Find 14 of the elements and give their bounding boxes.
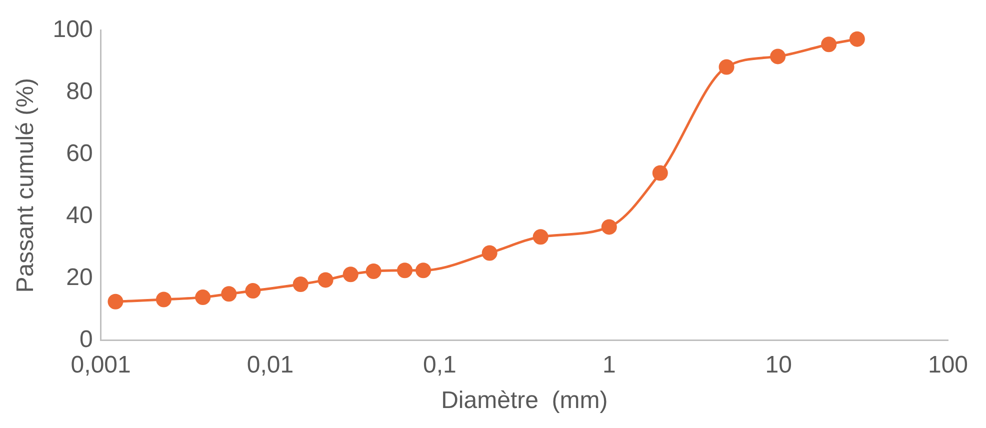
x-tick-label: 10 (765, 351, 792, 378)
y-tick-label: 20 (66, 264, 93, 292)
x-tick-label: 0,01 (246, 351, 294, 378)
x-tick-label: 1 (602, 351, 616, 378)
x-tick-label: 0,001 (70, 351, 131, 378)
y-axis-title: Passant cumulé (%) (12, 78, 40, 293)
x-axis-title: Diamètre (mm) (441, 387, 608, 414)
x-tick-label: 100 (928, 351, 968, 378)
y-tick-label: 100 (52, 16, 93, 44)
y-tick-label: 60 (66, 140, 93, 168)
y-tick-label: 80 (66, 78, 93, 106)
y-tick-label: 40 (66, 202, 93, 230)
y-tick-label: 0 (79, 326, 93, 354)
x-tick-label: 0,1 (423, 351, 456, 378)
